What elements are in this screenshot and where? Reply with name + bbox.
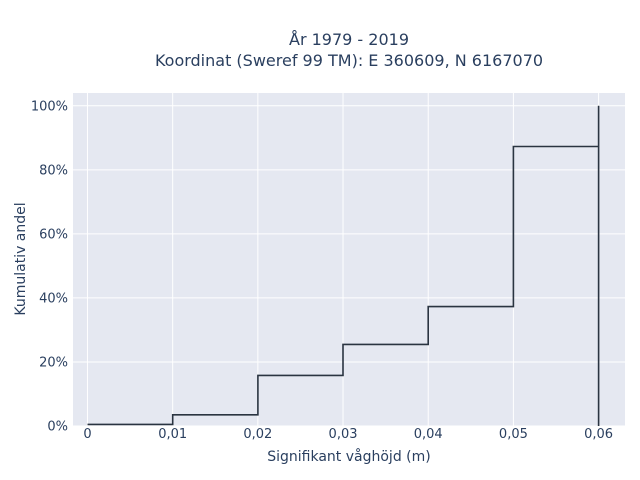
x-axis-label: Signifikant våghöjd (m) — [267, 448, 430, 465]
y-tick-label: 20% — [39, 355, 68, 370]
x-tick-label: 0,03 — [329, 427, 358, 442]
x-tick-label: 0,05 — [499, 427, 528, 442]
y-tick-label: 60% — [39, 227, 68, 242]
x-tick-label: 0,06 — [584, 427, 613, 442]
plot-area — [73, 93, 625, 426]
x-tick-label: 0,02 — [243, 427, 272, 442]
chart-title-line1: År 1979 - 2019 — [289, 30, 409, 49]
x-axis-ticks: 0 0,01 0,02 0,03 0,04 0,05 0,06 — [83, 427, 613, 442]
y-tick-label: 80% — [39, 163, 68, 178]
x-tick-label: 0,04 — [414, 427, 443, 442]
chart-title-line2: Koordinat (Sweref 99 TM): E 360609, N 61… — [155, 51, 543, 70]
y-axis-ticks: 0% 20% 40% 60% 80% 100% — [31, 99, 68, 434]
y-tick-label: 0% — [47, 420, 68, 435]
x-tick-label: 0,01 — [158, 427, 187, 442]
x-tick-label: 0 — [83, 427, 91, 442]
y-tick-label: 100% — [31, 99, 68, 114]
y-tick-label: 40% — [39, 291, 68, 306]
y-axis-label: Kumulativ andel — [13, 202, 29, 315]
series-line — [87, 105, 600, 426]
